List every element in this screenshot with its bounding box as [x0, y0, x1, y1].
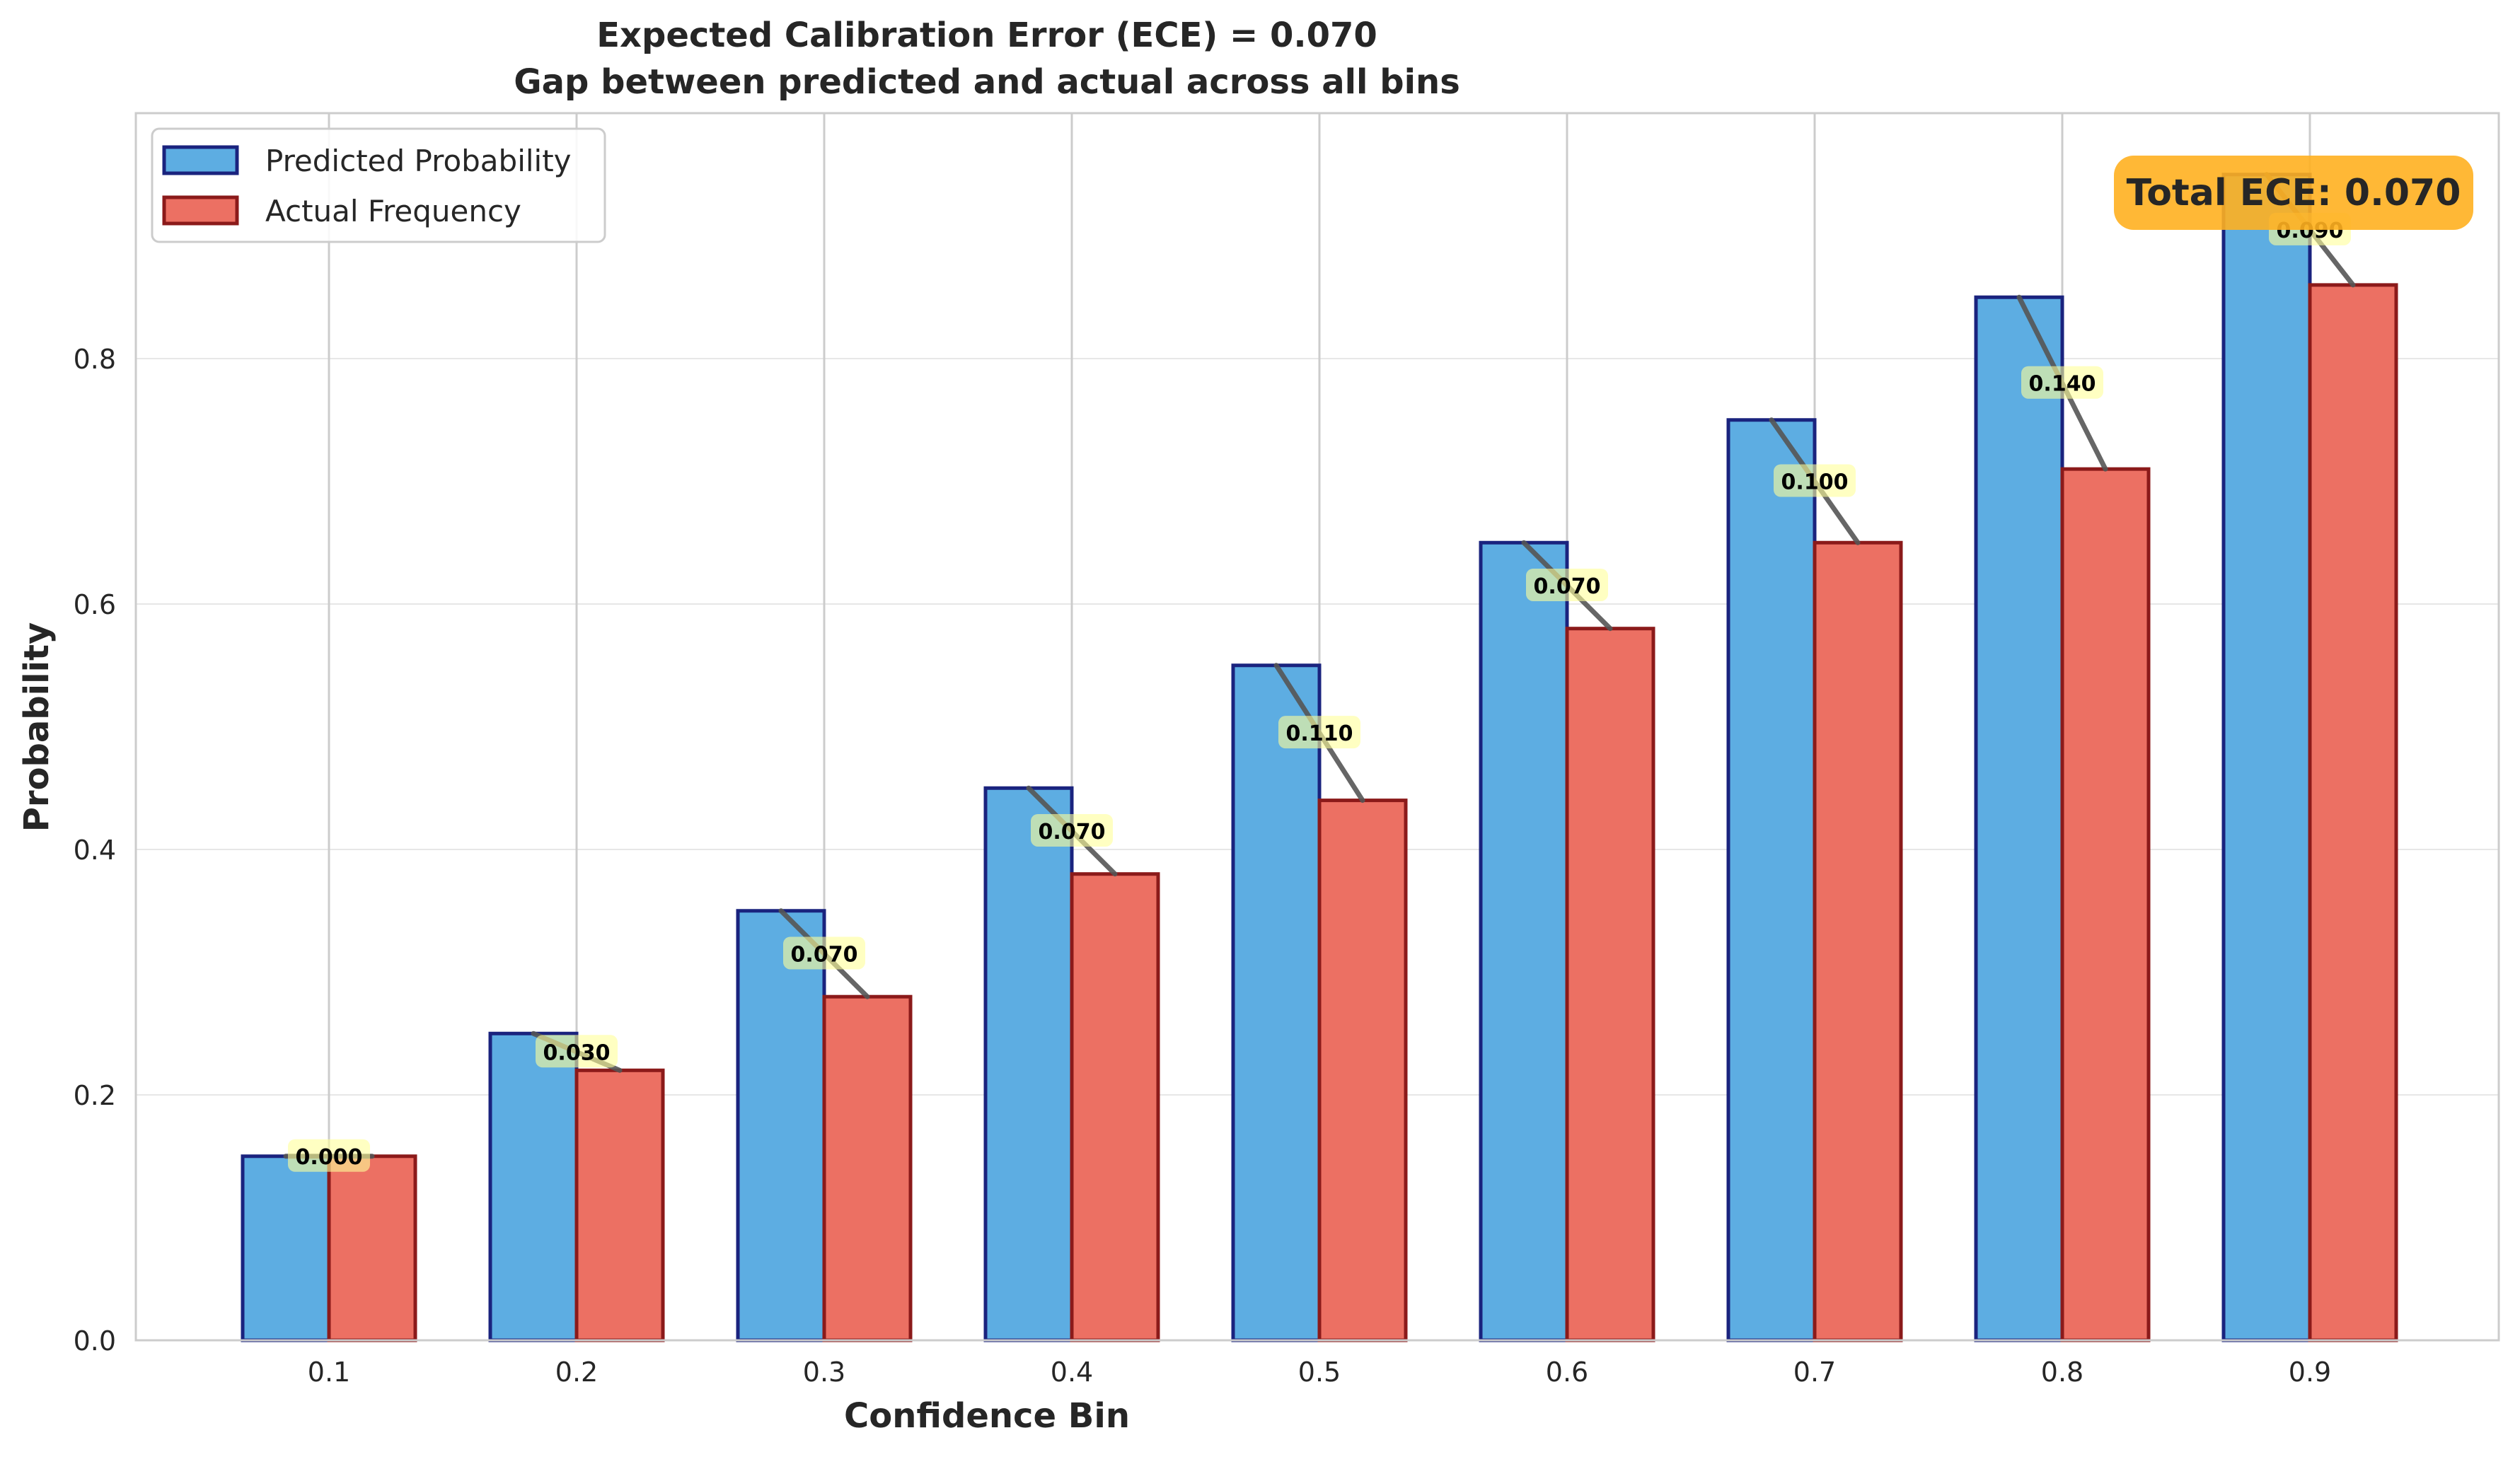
total-ece-annotation: Total ECE: 0.070	[2114, 156, 2473, 230]
x-axis-label: Confidence Bin	[844, 1396, 1130, 1436]
gap-label-bg	[1774, 464, 1856, 497]
gap-label-bg	[783, 936, 865, 970]
total-ece-box	[2114, 156, 2473, 230]
gap-label-bg	[2021, 366, 2103, 399]
x-tick-label: 0.5	[1298, 1357, 1341, 1388]
y-tick-label: 0.0	[74, 1325, 116, 1357]
gap-label-bg	[1278, 716, 1360, 749]
x-tick-label: 0.9	[2289, 1357, 2331, 1388]
y-tick-label: 0.4	[74, 835, 116, 866]
bar-predicted	[241, 1154, 331, 1342]
y-tick-label: 0.2	[74, 1080, 116, 1111]
bar-actual	[574, 1068, 665, 1342]
gap-label: 0.140	[2029, 372, 2096, 397]
bar-predicted	[983, 786, 1074, 1342]
gap-label-bg	[1031, 813, 1113, 847]
gap-label: 0.030	[543, 1040, 611, 1065]
gap-label-bg	[536, 1035, 618, 1068]
plot-frame	[134, 112, 2500, 1342]
y-axis-label: Probability	[17, 622, 57, 832]
bar-actual	[1317, 799, 1408, 1342]
bar-predicted	[488, 1031, 579, 1342]
chart-subtitle: Gap between predicted and actual across …	[514, 62, 1460, 102]
y-tick-label: 0.8	[74, 344, 116, 375]
x-tick-label: 0.4	[1051, 1357, 1093, 1388]
total-ece-label: Total ECE: 0.070	[2127, 172, 2461, 214]
bar-predicted	[1974, 295, 2064, 1342]
x-tick-label: 0.2	[555, 1357, 598, 1388]
y-tick-label: 0.6	[74, 589, 116, 620]
bar-predicted	[1231, 663, 1322, 1342]
chart-title: Expected Calibration Error (ECE) = 0.070	[596, 16, 1377, 55]
legend: Predicted Probability Actual Frequency	[151, 127, 606, 243]
bars-layer	[241, 173, 2398, 1342]
gap-label: 0.070	[1534, 574, 1601, 599]
gap-label: 0.070	[1039, 820, 1106, 844]
x-tick-label: 0.1	[308, 1357, 350, 1388]
bar-predicted	[2221, 173, 2312, 1342]
legend-swatch-actual	[162, 195, 239, 226]
bar-predicted	[736, 909, 826, 1342]
legend-label-predicted: Predicted Probability	[265, 144, 572, 178]
y-axis-ticks: 0.0 0.2 0.4 0.6 0.8	[74, 344, 116, 1357]
gap-label: 0.000	[296, 1145, 363, 1170]
x-tick-label: 0.7	[1793, 1357, 1836, 1388]
gap-label: 0.110	[1286, 721, 1353, 746]
x-tick-label: 0.6	[1546, 1357, 1588, 1388]
gap-label: 0.070	[791, 942, 858, 967]
bar-actual	[2060, 467, 2151, 1342]
bar-actual	[822, 994, 913, 1342]
x-tick-label: 0.3	[803, 1357, 845, 1388]
x-tick-label: 0.8	[2041, 1357, 2083, 1388]
bar-actual	[327, 1154, 417, 1342]
bar-actual	[1565, 627, 1655, 1342]
legend-swatch-predicted	[162, 145, 239, 175]
bar-predicted	[1726, 418, 1817, 1342]
legend-label-actual: Actual Frequency	[265, 194, 521, 228]
gap-label-bg	[1526, 568, 1608, 601]
bar-actual	[1813, 540, 1903, 1342]
bar-actual	[1070, 872, 1160, 1342]
gap-label: 0.100	[1781, 470, 1849, 495]
legend-box	[151, 127, 606, 243]
x-axis-ticks: 0.1 0.2 0.3 0.4 0.5 0.6 0.7 0.8 0.9	[308, 1357, 2331, 1388]
gap-label-bg	[288, 1139, 370, 1172]
bar-predicted	[1479, 540, 1569, 1342]
bar-actual	[2308, 283, 2398, 1342]
